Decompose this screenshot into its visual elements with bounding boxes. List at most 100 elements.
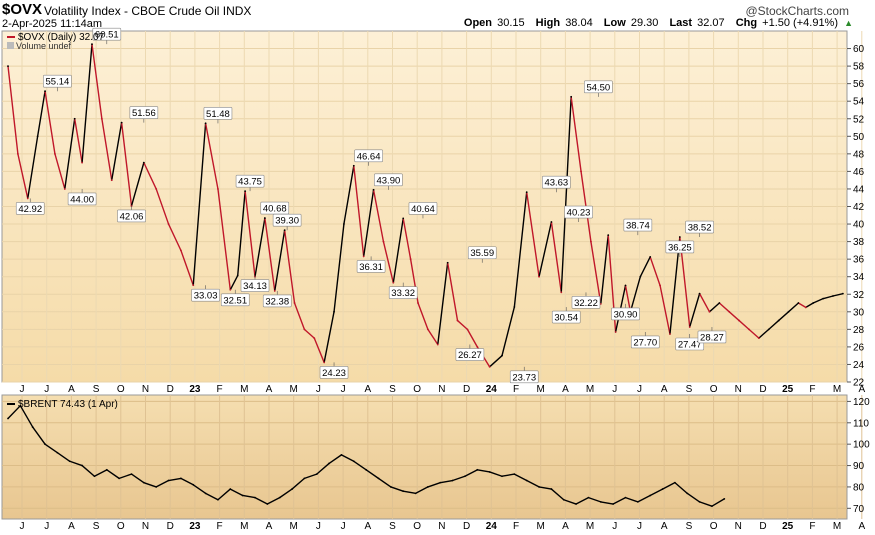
ovx-point [501,354,503,357]
annotation-box [623,218,653,232]
ovx-annotation: 26.27 [455,344,485,361]
ovx-point [607,234,610,237]
ovx-point [456,319,459,322]
brent-x-tick-label: A [266,521,273,532]
ovx-point [841,292,844,295]
ovx-y-tick-label: 60 [853,44,865,55]
ovx-point [100,117,103,120]
brent-x-tick-label: A [661,521,668,532]
brent-point [167,479,170,482]
brent-x-tick-label: M [833,521,841,532]
ovx-line-segment [649,256,661,287]
ovx-x-tick-label: J [612,384,617,395]
ovx-point [402,217,405,220]
brent-point [266,503,269,505]
brent-point [19,404,22,407]
ovx-annotation: 51.56 [129,106,159,123]
brand-label[interactable]: @StockCharts.com [745,4,849,18]
brent-y-tick-label: 80 [853,482,865,493]
ovx-annotation: 43.63 [542,175,571,193]
brent-x-tick-label: O [710,521,718,532]
open-label: Open [463,17,493,29]
ovx-y-tick-label: 30 [853,307,865,318]
brent-point [575,503,577,505]
ovx-x-tick-label: O [117,384,125,395]
ovx-line-segment [538,221,553,278]
ovx-y-tick-label: 42 [853,202,865,213]
brent-point [56,451,59,454]
ovx-x-tick-label: A [661,384,668,395]
ovx-annotation: 28.27 [697,326,727,343]
ovx-x-tick-label: F [217,384,223,395]
ovx-point [728,310,731,313]
ovx-grid [2,31,863,383]
ovx-point [16,152,19,155]
ovx-line-segment [293,302,306,331]
annotation-label: 60.51 [95,30,119,41]
ovx-x-tick-label: J [637,384,642,395]
ovx-line-segment [590,240,602,305]
annotation-label: 32.38 [265,296,289,307]
annotation-label: 27.47 [678,340,702,351]
brent-point [501,475,503,478]
ovx-point [718,302,721,304]
symbol-description: Volatility Index - CBOE Crude Oil INDX [44,4,252,18]
ovx-line-segment [446,262,459,322]
ovx-point [822,297,824,300]
annotation-box [15,202,45,215]
annotation-label: 26.27 [458,350,482,361]
ovx-annotation: 32.22 [571,292,601,309]
brent-point [698,500,701,503]
ovx-y-tick-label: 36 [853,255,865,266]
ovx-y-tick-label: 52 [853,114,865,125]
ovx-annotation: 44.00 [67,188,97,205]
high-label: High [535,17,561,29]
ovx-annotation: 24.23 [319,362,349,379]
brent-point [7,417,9,420]
brent-x-tick-label: A [858,521,865,532]
ovx-point [590,240,592,243]
ovx-annotation: 38.74 [623,218,653,236]
ovx-line-segment [180,249,194,286]
brent-x-tick-label: J [316,521,321,532]
ovx-point [44,90,46,93]
brent-point [377,477,380,480]
ovx-x-tick-label: 25 [782,384,794,395]
brent-x-tick-label: D [463,521,470,532]
annotation-box [630,335,660,349]
ovx-point [54,152,56,155]
annotation-box [408,202,438,215]
brent-x-tick-label: O [413,521,421,532]
brent-point [118,477,121,480]
brent-y-axis: 70 80 90 100 110 120 [847,397,870,515]
annotation-label: 55.14 [46,77,70,88]
ovx-line-segment [758,328,770,339]
ovx-line-segment [274,229,286,292]
brent-x-tick-label: S [389,521,396,532]
brent-point [488,471,491,473]
quote-summary: Open 30.15 High 38.04 Low 29.30 Last 32.… [464,17,853,29]
annotation-box [129,106,159,119]
ovx-line-segment [73,118,83,164]
ovx-point [263,217,266,219]
ovx-point [476,346,479,348]
ovx-point [417,302,419,304]
ovx-point [372,188,375,191]
ovx-line-segment [303,328,315,339]
ovx-line-segment [27,135,39,200]
ovx-x-tick-label: M [240,384,248,395]
brent-point [439,481,442,484]
annotation-label: 42.06 [120,211,144,222]
ovx-x-tick-label: N [142,384,149,395]
ovx-x-tick-label: J [44,384,49,395]
brent-x-tick-label: N [142,521,149,532]
annotation-box [354,149,383,163]
ovx-annotation: 36.25 [665,240,695,257]
ovx-point [204,122,207,125]
ovx-y-tick-label: 44 [853,184,865,195]
ovx-point [738,319,741,322]
ovx-x-tick-label: S [686,384,693,395]
brent-grid [2,395,863,519]
ovx-line-segment [333,223,345,313]
ovx-x-tick-label: A [364,384,371,395]
